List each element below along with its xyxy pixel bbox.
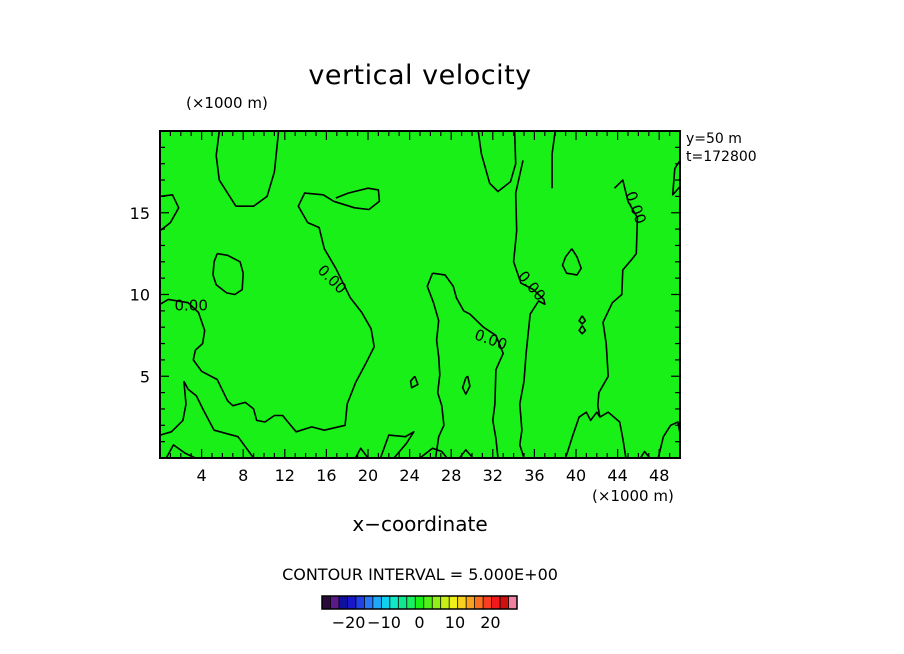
colorbar-swatch (483, 596, 492, 609)
colorbar-swatch (381, 596, 391, 609)
contour-line-7 (379, 430, 415, 459)
colorbar-frame (321, 595, 518, 610)
x-tick-label: 12 (275, 466, 295, 485)
colorbar-swatch (508, 596, 518, 609)
y-tick-label: 15 (130, 204, 150, 223)
colorbar-swatch (364, 596, 374, 609)
contour-line-1 (159, 194, 180, 232)
colorbar-swatch (355, 596, 365, 609)
contour-line-12 (461, 375, 471, 396)
colorbar-swatch (415, 596, 425, 609)
colorbar-swatch (347, 596, 357, 609)
x-tick-label: 40 (566, 466, 586, 485)
colorbar-swatch (338, 596, 348, 609)
colorbar-swatch (474, 596, 484, 609)
contour-line-18 (578, 325, 587, 335)
chart-title: vertical velocity (308, 60, 532, 91)
colorbar-tick-label: −10 (367, 613, 401, 632)
x-tick-label: 28 (441, 466, 461, 485)
x-axis-unit-label: (×1000 m) (592, 487, 674, 505)
y-tick-label: 5 (140, 367, 150, 386)
contour-line-10 (426, 272, 445, 459)
colorbar-swatch (372, 596, 382, 609)
x-tick-label: 24 (399, 466, 419, 485)
colorbar-swatch (406, 596, 416, 609)
colorbar-swatch (457, 596, 467, 609)
contour-line-6 (165, 444, 196, 459)
x-tick-label: 32 (483, 466, 503, 485)
contour-line-3 (212, 252, 244, 296)
contour-lines (159, 130, 681, 459)
contour-interval-text: CONTOUR INTERVAL = 5.000E+00 (282, 565, 558, 584)
contour-line-14 (512, 160, 546, 459)
x-tick-label: 48 (649, 466, 669, 485)
colorbar-tick-label: −20 (332, 613, 366, 632)
velocity-field (160, 131, 680, 458)
colorbar-tick-label: 20 (480, 613, 500, 632)
x-tick-label: 20 (358, 466, 378, 485)
contour-line-2 (159, 187, 381, 433)
x-tick-label: 16 (316, 466, 336, 485)
x-tick-label: 4 (197, 466, 207, 485)
colorbar-tick-label: 10 (445, 613, 465, 632)
contour-line-4 (183, 380, 255, 459)
colorbar-swatch (491, 596, 501, 609)
colorbar-swatch (432, 596, 441, 609)
colorbar-swatch (389, 596, 399, 609)
contour-line-13 (477, 130, 517, 193)
contour-line-5 (159, 381, 187, 436)
x-tick-label: 44 (607, 466, 627, 485)
info-time: t=172800 (686, 149, 757, 165)
info-y-position: y=50 m (686, 131, 742, 147)
y-axis-unit-label: (×1000 m) (186, 94, 268, 112)
contour-line-20 (564, 411, 627, 459)
contour-line-17 (578, 315, 587, 325)
colorbar-swatch (440, 596, 450, 609)
x-axis-label: x−coordinate (352, 512, 488, 536)
contour-line-19 (596, 179, 639, 418)
contour-line-9 (432, 272, 505, 459)
contour-line-16 (561, 248, 583, 276)
contour-label-0: 0.00 (174, 296, 207, 314)
contour-line-22 (639, 450, 651, 459)
colorbar-swatch (500, 596, 509, 609)
contour-line-11 (409, 375, 419, 389)
colorbar-swatch (449, 596, 458, 609)
x-tick-label: 36 (524, 466, 544, 485)
colorbar-swatch (466, 596, 475, 609)
colorbar-tick-label: 0 (414, 613, 424, 632)
x-tick-label: 8 (238, 466, 248, 485)
contour-line-15 (551, 130, 556, 189)
contour-line-23 (671, 159, 681, 196)
y-tick-label: 10 (130, 286, 150, 305)
colorbar-swatch (330, 596, 340, 609)
colorbar: −20 −10 0 10 20 (321, 595, 518, 632)
colorbar-swatch (398, 596, 408, 609)
colorbar-swatch (322, 596, 331, 609)
colorbar-swatch (423, 596, 433, 609)
contour-line-0 (215, 130, 280, 207)
